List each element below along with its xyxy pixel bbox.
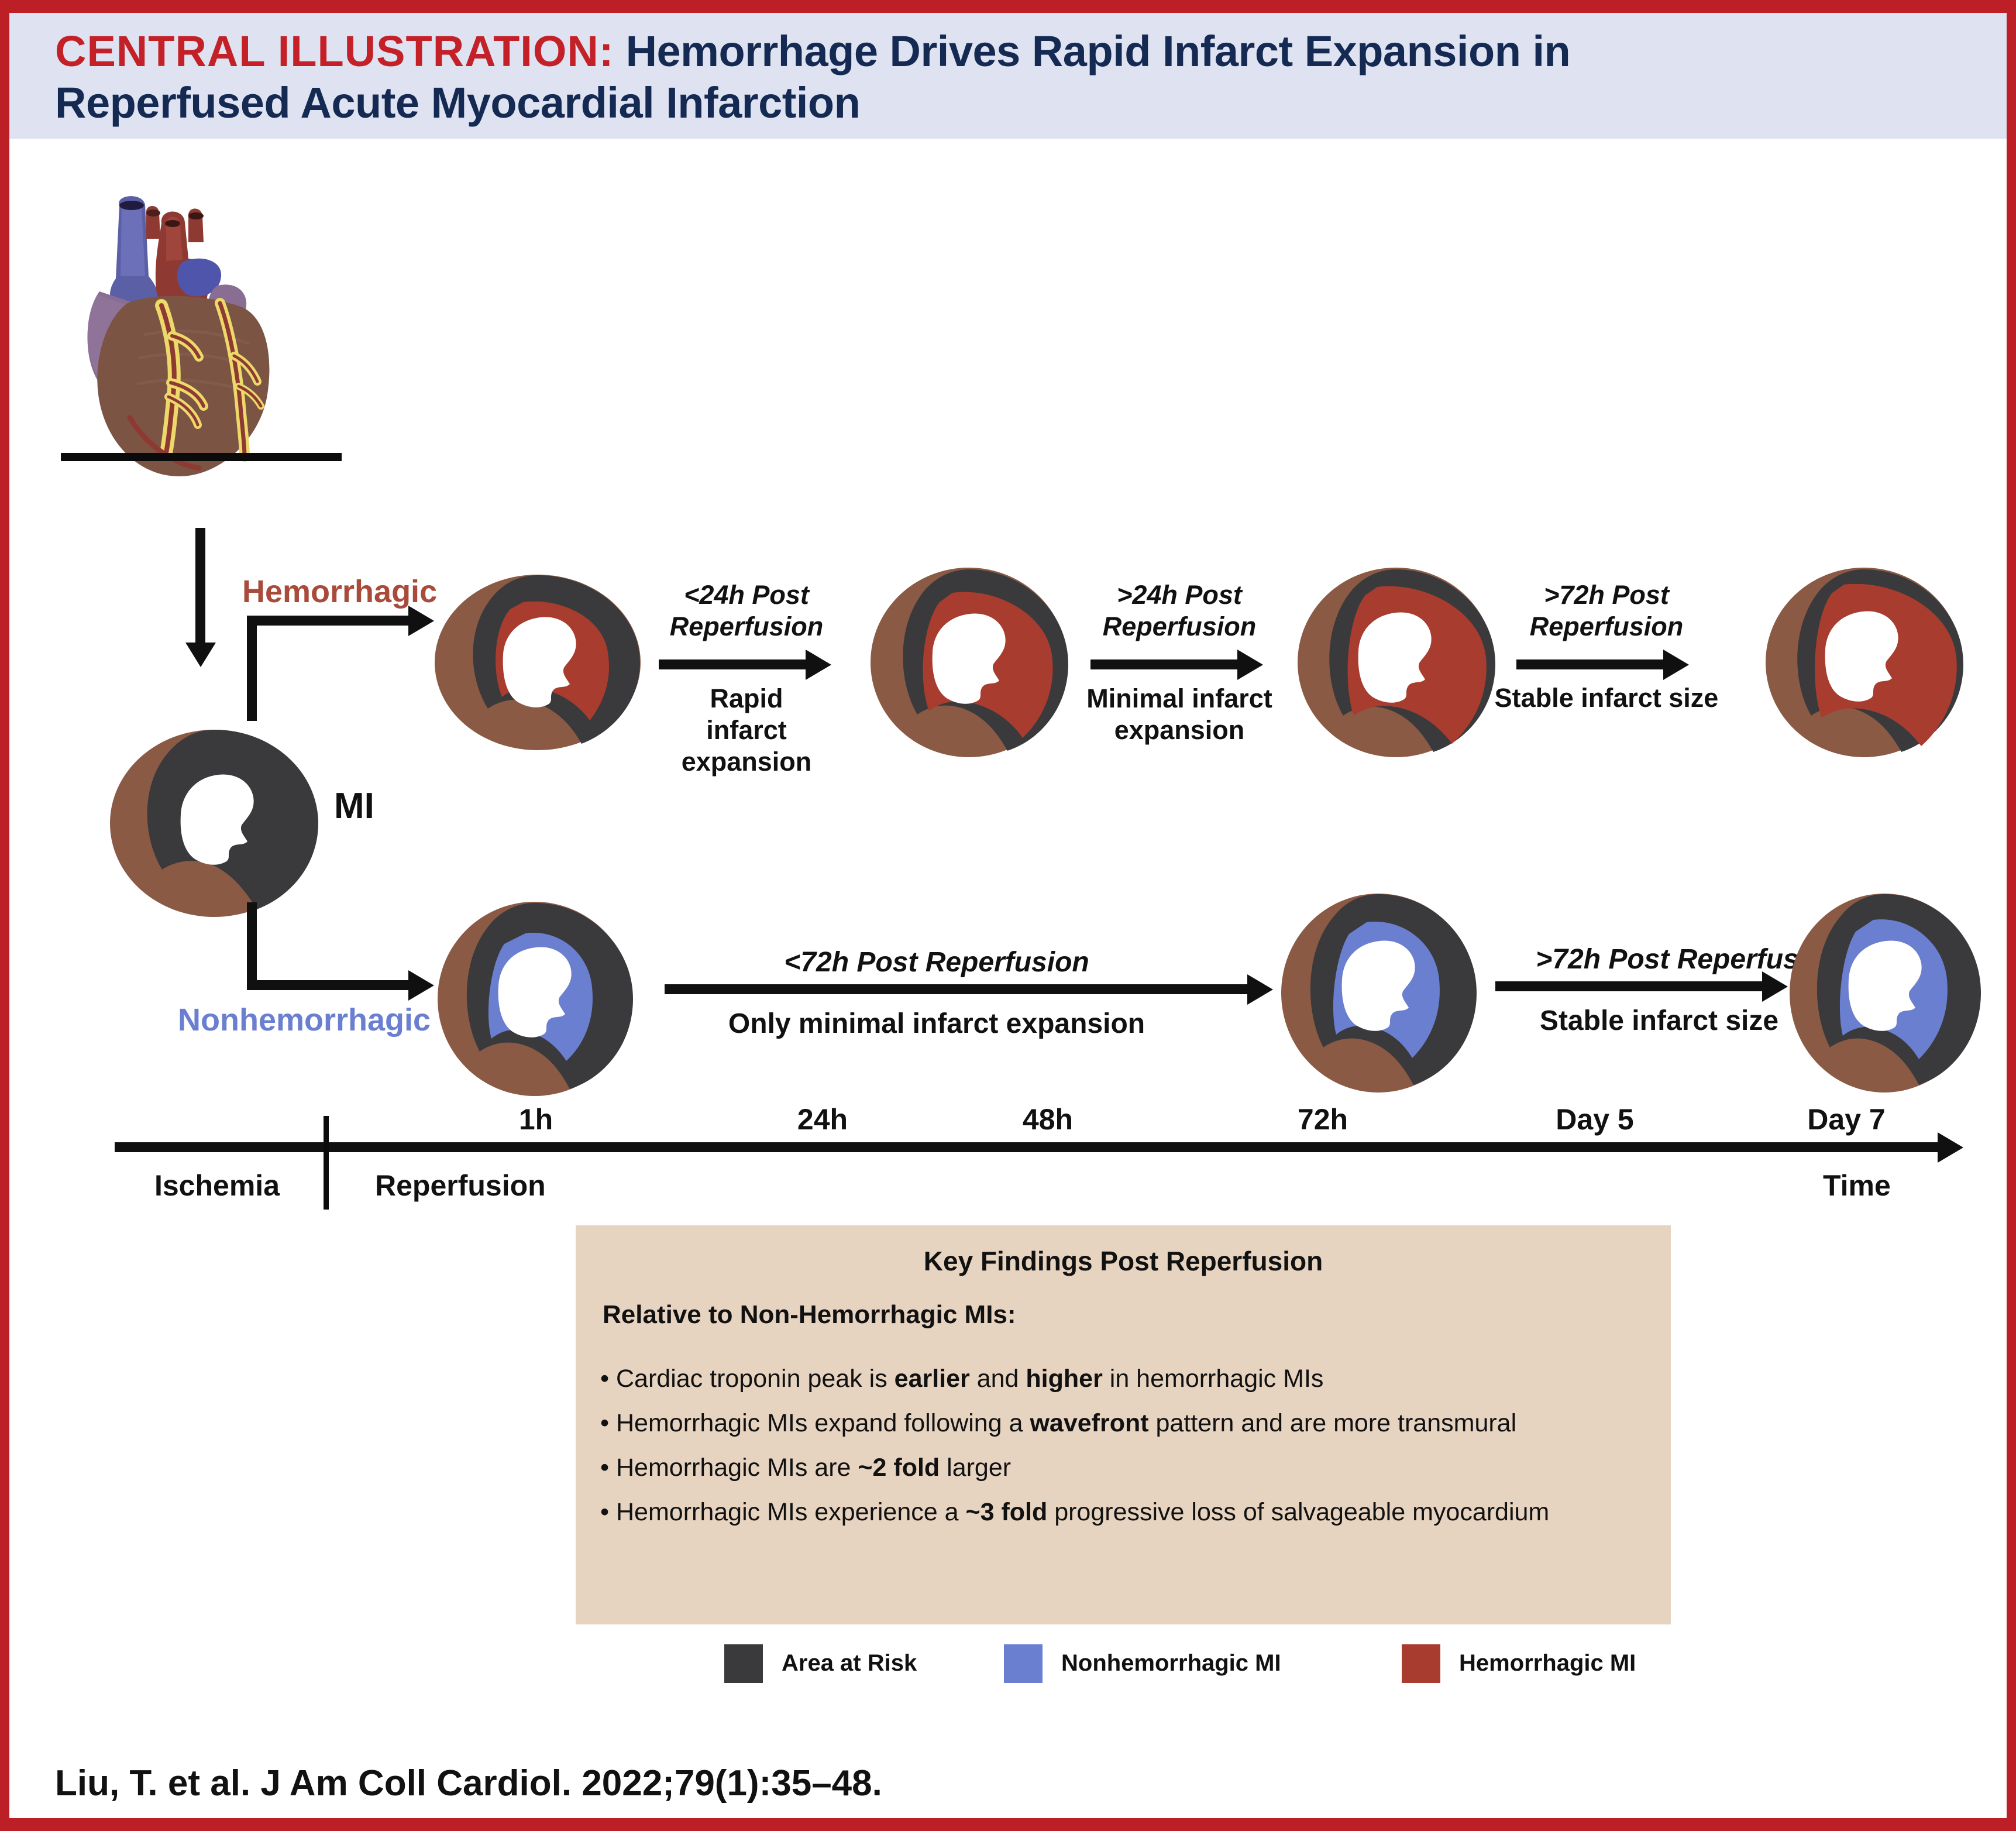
hemorrhagic-step-1-above-line1: <24h Post <box>684 580 809 610</box>
hemorrhagic-step-3-above: >72h Post Reperfusion <box>1519 579 1694 643</box>
nonhemorrhagic-arrow-2 <box>1495 981 1764 991</box>
page-title-part1: Hemorrhage Drives Rapid Infarct Expansio… <box>614 27 1571 75</box>
arrow-heart-to-mi <box>195 528 205 645</box>
key-finding-bullet-segment: and <box>969 1365 1026 1393</box>
timeline-tick-day7: Day 7 <box>1807 1103 1886 1136</box>
key-finding-bullet-segment: pattern and are more transmural <box>1148 1409 1517 1437</box>
key-finding-bullet: • Hemorrhagic MIs are ~2 fold larger <box>600 1445 1671 1490</box>
hemorrhagic-step-2-below: Minimal infarct expansion <box>1068 683 1291 746</box>
hemorrhagic-step-1-above: <24h Post Reperfusion <box>659 579 834 643</box>
timeline-reperfusion-divider <box>324 1116 329 1210</box>
key-finding-bullet: • Cardiac troponin peak is earlier and h… <box>600 1356 1671 1401</box>
hemorrhagic-arrow-2 <box>1090 659 1240 669</box>
short-axis-cut-line <box>61 453 342 461</box>
hemorrhagic-heart-24h <box>863 566 1074 759</box>
hemorrhagic-step-2-above-line2: Reperfusion <box>1102 612 1257 641</box>
hemorrhagic-step-2-below-line1: Minimal infarct <box>1086 683 1272 713</box>
hemorrhagic-heart-72h <box>1291 566 1501 759</box>
page-header: CENTRAL ILLUSTRATION: Hemorrhage Drives … <box>9 13 2007 139</box>
hemorrhagic-step-2-below-line2: expansion <box>1114 715 1245 745</box>
key-finding-bullet-segment: • Cardiac troponin peak is <box>600 1365 895 1393</box>
page-title-line1: CENTRAL ILLUSTRATION: Hemorrhage Drives … <box>55 26 2007 77</box>
key-finding-bullet-segment: ~2 fold <box>858 1454 940 1482</box>
key-findings-box: Key Findings Post Reperfusion Relative t… <box>576 1225 1671 1624</box>
hemorrhagic-heart-day7 <box>1759 566 1969 759</box>
nonhemorrhagic-heart-1h <box>429 899 640 1098</box>
legend-swatch-nonhemorrhagic-mi <box>1004 1644 1043 1683</box>
key-finding-bullet-segment: earlier <box>894 1365 970 1393</box>
key-finding-bullet-segment: in hemorrhagic MIs <box>1102 1365 1324 1393</box>
key-finding-bullet-segment: • Hemorrhagic MIs are <box>600 1454 858 1482</box>
timeline-axis <box>115 1142 1940 1152</box>
key-finding-bullet: • Hemorrhagic MIs experience a ~3 fold p… <box>600 1490 1671 1534</box>
hemorrhagic-step-1-above-line2: Reperfusion <box>669 612 824 641</box>
timeline-tick-48h: 48h <box>1022 1103 1074 1136</box>
mi-cross-section <box>106 727 322 920</box>
hemorrhagic-step-3-above-line2: Reperfusion <box>1529 612 1684 641</box>
legend-swatch-area-at-risk <box>724 1644 763 1683</box>
key-findings-title: Key Findings Post Reperfusion <box>923 1246 1323 1276</box>
nonhemorrhagic-step-2-below: Stable infarct size <box>1539 1005 1779 1036</box>
legend-label-nonhemorrhagic-mi: Nonhemorrhagic MI <box>1061 1650 1281 1676</box>
key-finding-bullet-segment: • Hemorrhagic MIs experience a <box>600 1498 966 1526</box>
timeline-tick-day5: Day 5 <box>1556 1103 1634 1136</box>
timeline-label-ischemia: Ischemia <box>154 1169 280 1202</box>
hemorrhagic-heart-1h <box>429 572 646 753</box>
nonhemorrhagic-heart-72h <box>1273 891 1484 1095</box>
hemorrhagic-step-2-above-line1: >24h Post <box>1117 580 1242 610</box>
nonhemorrhagic-heart-day7 <box>1782 891 1987 1095</box>
branch-stem-hemorrhagic <box>247 616 257 721</box>
nonhemorrhagic-step-1-below: Only minimal infarct expansion <box>728 1008 1145 1039</box>
key-findings-list: • Cardiac troponin peak is earlier and h… <box>600 1356 1671 1534</box>
central-illustration-eyebrow: CENTRAL ILLUSTRATION: <box>55 27 614 75</box>
hemorrhagic-step-1-below: Rapid infarct expansion <box>659 683 834 778</box>
timeline-tick-72h: 72h <box>1297 1103 1348 1136</box>
timeline-tick-1h: 1h <box>518 1103 553 1136</box>
anatomical-heart-illustration <box>74 188 349 551</box>
branch-label-nonhemorrhagic: Nonhemorrhagic <box>178 1002 431 1038</box>
key-finding-bullet: • Hemorrhagic MIs expand following a wav… <box>600 1401 1671 1445</box>
key-finding-bullet-segment: progressive loss of salvageable myocardi… <box>1047 1498 1550 1526</box>
hemorrhagic-step-2-above: >24h Post Reperfusion <box>1092 579 1267 643</box>
hemorrhagic-step-3-above-line1: >72h Post <box>1544 580 1669 610</box>
branch-arrow-hemorrhagic <box>247 616 411 626</box>
branch-arrow-nonhemorrhagic <box>247 980 411 990</box>
hemorrhagic-step-3-below: Stable infarct size <box>1494 683 1719 713</box>
legend-swatch-hemorrhagic-mi <box>1402 1644 1440 1683</box>
hemorrhagic-step-1-below-line3: expansion <box>681 747 812 777</box>
timeline-tick-24h: 24h <box>797 1103 848 1136</box>
key-findings-subtitle: Relative to Non-Hemorrhagic MIs: <box>603 1300 1016 1329</box>
legend-label-hemorrhagic-mi: Hemorrhagic MI <box>1459 1650 1636 1676</box>
mi-label: MI <box>334 786 374 826</box>
timeline-label-reperfusion: Reperfusion <box>375 1169 546 1202</box>
legend-label-area-at-risk: Area at Risk <box>782 1650 917 1676</box>
hemorrhagic-step-1-below-line1: Rapid <box>710 683 783 713</box>
hemorrhagic-arrow-1 <box>659 659 808 669</box>
citation-footer: Liu, T. et al. J Am Coll Cardiol. 2022;7… <box>55 1763 882 1803</box>
nonhemorrhagic-arrow-1 <box>665 984 1250 994</box>
key-finding-bullet-segment: higher <box>1026 1365 1103 1393</box>
branch-label-hemorrhagic: Hemorrhagic <box>242 574 438 609</box>
key-finding-bullet-segment: • Hemorrhagic MIs expand following a <box>600 1409 1030 1437</box>
branch-stem-nonhemorrhagic <box>247 902 257 990</box>
key-finding-bullet-segment: ~3 fold <box>965 1498 1048 1526</box>
nonhemorrhagic-step-2-above: >72h Post Reperfusion <box>1536 944 1841 975</box>
nonhemorrhagic-step-1-above: <72h Post Reperfusion <box>784 947 1089 978</box>
timeline-label-time: Time <box>1823 1169 1891 1202</box>
key-finding-bullet-segment: larger <box>940 1454 1012 1482</box>
page-title-line2: Reperfused Acute Myocardial Infarction <box>55 78 861 127</box>
hemorrhagic-step-1-below-line2: infarct <box>706 715 787 745</box>
hemorrhagic-arrow-3 <box>1516 659 1666 669</box>
key-finding-bullet-segment: wavefront <box>1030 1409 1149 1437</box>
